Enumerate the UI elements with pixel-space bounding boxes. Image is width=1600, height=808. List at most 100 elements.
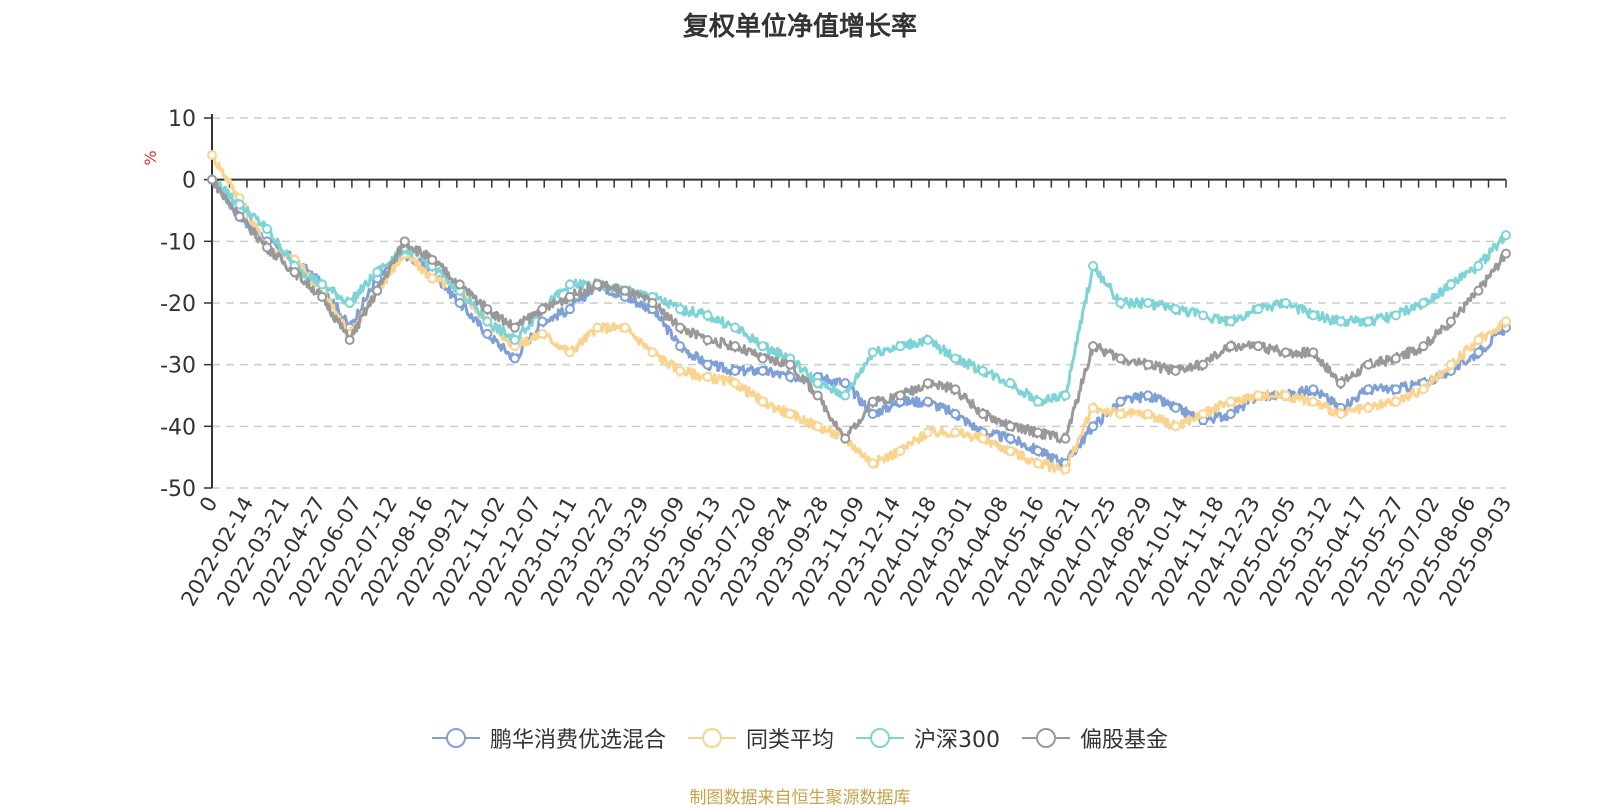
- legend-swatch: [1022, 728, 1070, 748]
- data-point: [372, 285, 383, 296]
- data-point: [537, 328, 548, 339]
- data-point: [1363, 384, 1374, 395]
- data-point: [1060, 433, 1071, 444]
- data-point: [1060, 464, 1071, 475]
- data-point: [482, 304, 493, 315]
- series-2: [207, 174, 1511, 407]
- data-point: [1225, 316, 1236, 327]
- data-point: [509, 353, 520, 364]
- data-point: [950, 384, 961, 395]
- data-point: [1335, 316, 1346, 327]
- data-point: [1445, 359, 1456, 370]
- data-point: [950, 353, 961, 364]
- data-point: [564, 347, 575, 358]
- data-point: [1335, 409, 1346, 419]
- data-point: [1032, 458, 1043, 469]
- data-point: [922, 427, 933, 438]
- y-axis-label: %: [141, 150, 160, 165]
- data-point: [1501, 316, 1511, 327]
- data-point: [619, 322, 630, 333]
- data-point: [1445, 316, 1456, 327]
- data-point: [564, 291, 575, 302]
- data-point: [427, 273, 438, 284]
- data-point: [757, 396, 768, 407]
- data-point: [977, 409, 988, 419]
- y-tick-label: -40: [160, 415, 196, 440]
- data-point: [1032, 427, 1043, 438]
- data-point: [537, 316, 548, 327]
- legend-item[interactable]: 同类平均: [687, 722, 834, 754]
- data-point: [1115, 298, 1126, 308]
- data-point: [757, 353, 768, 364]
- data-point: [317, 291, 328, 302]
- data-point: [1418, 341, 1429, 352]
- data-point: [1473, 285, 1484, 296]
- y-tick-label: -20: [160, 292, 196, 317]
- legend-swatch-marker: [870, 728, 890, 748]
- data-point: [1280, 298, 1291, 308]
- legend-item[interactable]: 鹏华消费优选混合: [431, 722, 666, 754]
- data-point: [454, 298, 465, 308]
- data-point: [317, 279, 328, 290]
- y-tick-label: -30: [160, 354, 196, 379]
- data-point: [675, 322, 686, 333]
- legend-item[interactable]: 偏股基金: [1022, 722, 1168, 754]
- data-point: [1088, 261, 1099, 271]
- data-point: [1225, 409, 1236, 419]
- data-point: [207, 174, 217, 185]
- y-tick-label: 0: [182, 169, 196, 194]
- data-point: [454, 279, 465, 290]
- legend-label: 偏股基金: [1080, 728, 1169, 753]
- data-point: [730, 341, 741, 352]
- y-tick-label: -50: [160, 477, 196, 502]
- data-point: [895, 341, 906, 352]
- source-note: 制图数据来自恒生聚源数据库: [689, 788, 911, 808]
- data-point: [1170, 304, 1181, 315]
- legend-label: 沪深300: [914, 728, 1000, 753]
- legend-item[interactable]: 沪深300: [856, 722, 1000, 754]
- data-point: [234, 199, 245, 210]
- data-point: [730, 322, 741, 333]
- data-point: [1225, 341, 1236, 352]
- data-point: [262, 224, 273, 234]
- data-point: [647, 298, 658, 308]
- data-point: [1225, 396, 1236, 407]
- data-point: [344, 298, 355, 308]
- data-point: [867, 396, 878, 407]
- data-point: [1143, 390, 1154, 401]
- legend: 鹏华消费优选混合 同类平均 沪深300 偏股基金: [0, 722, 1600, 754]
- data-point: [1280, 390, 1291, 401]
- data-point: [895, 390, 906, 401]
- data-point: [922, 378, 933, 389]
- data-point: [757, 365, 768, 376]
- data-point: [1005, 433, 1016, 444]
- series-line: [210, 176, 1508, 407]
- grid-lines: [212, 117, 1506, 489]
- data-point: [1143, 298, 1154, 308]
- data-point: [867, 347, 878, 358]
- data-point: [1308, 396, 1319, 407]
- data-point: [785, 409, 796, 419]
- data-point: [1088, 341, 1099, 352]
- data-point: [757, 341, 768, 352]
- legend-swatch: [431, 728, 480, 748]
- data-point: [1005, 446, 1016, 456]
- series-line: [211, 177, 1507, 444]
- data-point: [1501, 248, 1511, 259]
- data-point: [1445, 279, 1456, 290]
- data-point: [730, 378, 741, 389]
- data-point: [812, 378, 823, 389]
- data-point: [1363, 316, 1374, 327]
- data-point: [1418, 384, 1429, 395]
- data-point: [427, 254, 438, 265]
- data-point: [1335, 378, 1346, 389]
- data-point: [1198, 409, 1209, 419]
- data-point: [1198, 310, 1209, 321]
- data-point: [922, 335, 933, 345]
- data-point: [1363, 359, 1374, 370]
- data-point: [1253, 304, 1264, 315]
- data-point: [619, 285, 630, 296]
- data-point: [895, 446, 906, 456]
- legend-swatch: [687, 728, 736, 748]
- data-point: [840, 433, 851, 444]
